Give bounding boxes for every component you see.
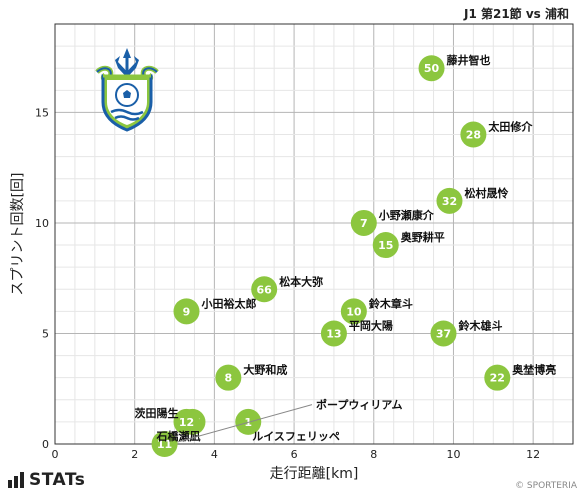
point-number: 50 [424,62,440,75]
y-tick-label: 15 [35,106,49,119]
point-name-label: 太田修介 [487,120,533,134]
data-point [460,121,487,148]
point-name-label: 小野瀬康介 [378,208,435,222]
point-number: 7 [360,217,368,230]
point-name-label: 奥野耕平 [400,230,445,244]
point-name-label: 大野和成 [243,363,287,377]
point-name-label: 鈴木雄斗 [459,318,503,332]
point-name-label: 鈴木章斗 [369,296,413,310]
data-point [372,232,399,259]
point-name-label: 松村晟怜 [464,186,508,200]
point-name-label: 平岡大陽 [349,318,393,332]
point-number: 12 [179,416,194,429]
x-tick-label: 8 [370,448,377,461]
x-tick-label: 2 [131,448,138,461]
data-point [436,187,463,214]
point-name-label: 茨田陽生 [134,406,178,420]
point-number: 13 [326,327,341,340]
data-point [430,320,457,347]
data-point [418,55,445,82]
point-number: 9 [183,305,191,318]
point-number: 8 [225,372,233,385]
data-points: 5028327156691013378221171211 [151,55,511,457]
point-number: 22 [490,372,505,385]
y-axis-label: スプリント回数[回] [10,173,26,296]
point-name-label: 石橋瀬凪 [155,429,200,443]
data-point [350,209,377,236]
point-number: 11 [157,438,172,451]
axis-ticks: 0 2 4 6 8 10 12 0 5 10 15 [35,106,540,461]
point-number: 66 [257,283,273,296]
y-tick-label: 0 [42,438,49,451]
data-point [340,298,367,325]
brand-bars-icon [8,472,24,488]
team-emblem [95,48,159,132]
point-name-label: 小田裕太郎 [200,296,256,310]
x-tick-label: 10 [446,448,460,461]
y-tick-label: 10 [35,217,49,230]
x-tick-label: 0 [52,448,59,461]
x-tick-label: 4 [211,448,218,461]
data-point [173,298,200,325]
point-number: 32 [442,195,457,208]
data-point [173,408,200,435]
point-name-label: ポープウィリアム [316,398,403,412]
data-point [484,364,511,391]
data-point [151,431,178,457]
y-tick-label: 5 [42,327,49,340]
point-name-label: 奥埜博亮 [511,363,556,377]
x-tick-label: 6 [291,448,298,461]
point-number: 15 [378,239,393,252]
data-point [215,364,242,391]
data-point [251,276,278,303]
point-name-label: ルイスフェリッペ [252,430,340,443]
copyright: © SPORTERIA [515,481,577,491]
point-number: 28 [466,129,481,142]
point-name-label: 松本大弥 [279,274,323,288]
point-number: 10 [346,305,362,318]
x-axis-label: 走行距離[km] [270,465,359,482]
plot-frame [54,23,574,445]
x-tick-label: 12 [526,448,540,461]
leader-line [177,404,313,443]
data-point [320,320,347,347]
point-name-label: 藤井智也 [447,53,491,67]
match-title: J1 第21節 vs 浦和 [463,7,569,21]
point-number: 37 [436,327,451,340]
brand-logo: STATs [8,470,85,490]
brand-name: STATs [29,470,86,490]
